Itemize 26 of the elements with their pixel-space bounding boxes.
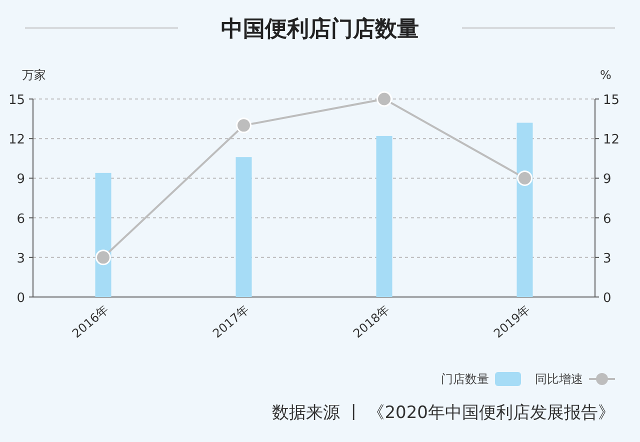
bar — [95, 172, 112, 297]
y-tick-label: 0 — [16, 291, 25, 306]
y-tick-label: 15 — [8, 93, 25, 108]
y2-axis-title: % — [600, 68, 612, 82]
y2-tick-label: 0 — [603, 291, 612, 306]
chart-title: 中国便利店门店数量 — [221, 16, 419, 42]
bar — [516, 122, 533, 297]
y-tick-label: 6 — [16, 212, 25, 227]
y2-tick-label: 9 — [603, 172, 612, 188]
y-tick-label: 3 — [16, 251, 25, 266]
y-tick-label: 12 — [8, 132, 25, 148]
legend-label: 门店数量 — [441, 372, 489, 386]
y2-tick-label: 6 — [603, 212, 612, 227]
point — [236, 118, 252, 134]
y2-tick-label: 12 — [603, 132, 620, 148]
bar — [376, 136, 392, 297]
point — [517, 170, 532, 186]
point — [96, 250, 111, 266]
y2-tick-label: 3 — [603, 251, 612, 266]
y-tick-label: 9 — [16, 172, 25, 188]
legend-label: 同比增速 — [535, 372, 583, 386]
point — [376, 91, 392, 107]
source-note: 数据来源 丨 《2020年中国便利店发展报告》 — [272, 403, 615, 423]
bar — [236, 157, 252, 297]
y2-tick-label: 15 — [603, 93, 620, 108]
y-axis-title: 万家 — [22, 68, 46, 82]
